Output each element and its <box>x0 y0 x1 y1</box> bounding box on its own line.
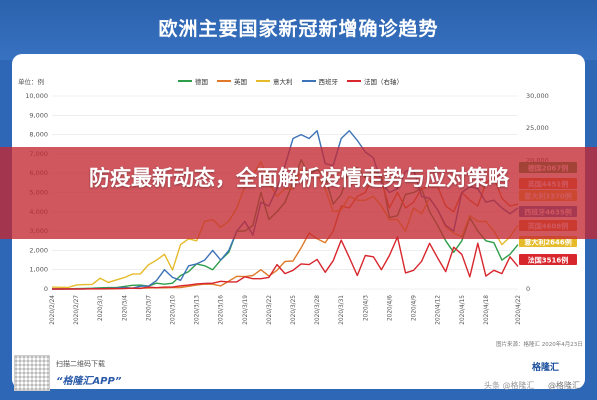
x-tick-label: 2020/4/3 <box>363 295 369 321</box>
x-tick-label: 2020/3/25 <box>291 295 297 325</box>
legend-item[interactable]: 意大利 <box>256 76 293 86</box>
watermark-right: @格隆汇 <box>548 381 580 390</box>
y-right-tick-label: 0 <box>526 285 530 293</box>
legend-label: 英国 <box>234 78 247 86</box>
legend-swatch <box>217 80 231 82</box>
y-left-tick-label: 2,000 <box>29 246 48 254</box>
x-tick-label: 2020/2/27 <box>74 295 80 325</box>
legend-item[interactable]: 德国 <box>178 76 208 86</box>
legend-swatch <box>178 80 192 82</box>
headline-text: 防疫最新动态，全面解析疫情走势与应对策略 <box>89 166 509 190</box>
y-left-tick-label: 0 <box>44 285 48 293</box>
x-tick-label: 2020/3/7 <box>146 295 152 321</box>
legend-swatch <box>347 80 361 82</box>
x-tick-label: 2020/3/16 <box>219 295 225 325</box>
chart-legend: 德国 英国 意大利 西班牙 法国（右轴） <box>178 74 403 88</box>
header-band <box>0 0 597 60</box>
y-left-tick-label: 9,000 <box>29 111 48 119</box>
page-title: 欧洲主要国家新冠新增确诊趋势 <box>158 18 439 40</box>
x-tick-label: 2020/3/19 <box>243 295 249 325</box>
legend-label: 法国（右轴） <box>364 78 403 86</box>
x-tick-label: 2020/3/13 <box>195 295 201 325</box>
app-name: “格隆汇APP” <box>56 376 122 387</box>
x-tick-label: 2020/4/9 <box>412 295 418 321</box>
x-tick-label: 2020/3/31 <box>339 295 345 325</box>
x-tick-label: 2020/3/4 <box>122 295 128 321</box>
end-label-box <box>519 254 577 265</box>
x-tick-label: 2020/3/10 <box>171 295 177 325</box>
x-tick-label: 2020/4/12 <box>436 295 442 325</box>
x-tick-label: 2020/3/22 <box>267 295 273 325</box>
x-tick-label: 2020/4/22 <box>516 295 522 325</box>
legend-swatch <box>256 80 270 82</box>
x-tick-label: 2020/3/1 <box>98 295 104 321</box>
source-note: 图片来源：格隆汇 2020年4月23日 <box>496 342 583 348</box>
end-label: 法国3516例 <box>528 256 568 265</box>
legend-label: 意大利 <box>273 78 293 86</box>
y-left-tick-label: 8,000 <box>29 131 48 139</box>
brand-logo: 格隆汇 <box>532 363 560 373</box>
headline-banner <box>0 147 597 239</box>
y-left-tick-label: 1,000 <box>29 266 48 274</box>
unit-note: 单位：例 <box>18 78 44 86</box>
y-right-tick-label: 30,000 <box>526 92 549 100</box>
y-left-tick-label: 10,000 <box>25 92 48 100</box>
series-line-法国 <box>52 236 519 290</box>
legend-label: 德国 <box>195 78 208 86</box>
legend-item[interactable]: 法国（右轴） <box>347 76 403 86</box>
end-label: 意大利2646例 <box>524 238 571 247</box>
legend-item[interactable]: 西班牙 <box>301 76 339 86</box>
legend-swatch <box>301 80 316 82</box>
x-tick-label: 2020/2/24 <box>50 295 56 325</box>
legend-item[interactable]: 英国 <box>217 76 247 86</box>
download-hint: 扫描二维码下载 <box>56 360 105 368</box>
x-tick-label: 2020/4/18 <box>484 295 490 325</box>
x-tick-label: 2020/4/6 <box>387 295 393 321</box>
watermark-left: 头条 @格隆汇 <box>484 381 535 390</box>
qr-code[interactable] <box>14 355 50 391</box>
legend-label: 西班牙 <box>318 78 339 86</box>
x-tick-label: 2020/4/15 <box>460 295 466 325</box>
x-tick-label: 2020/3/28 <box>315 295 321 325</box>
y-right-tick-label: 25,000 <box>526 124 549 132</box>
